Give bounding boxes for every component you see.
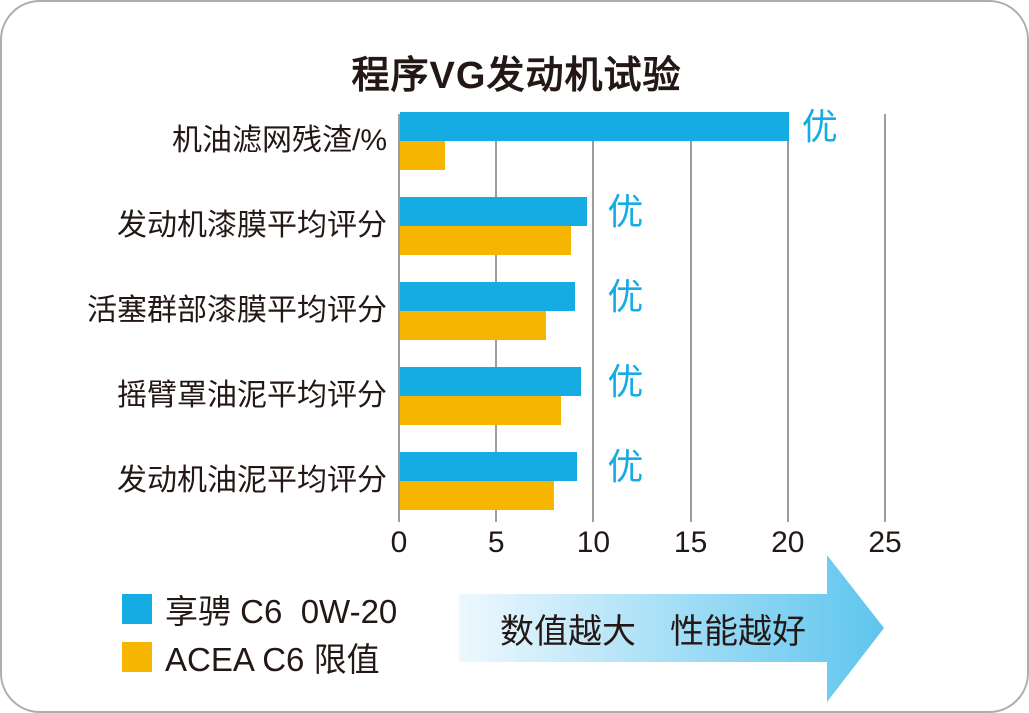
bar-acea-c6-limit bbox=[400, 311, 546, 340]
bar-xiangcheng-c6 bbox=[400, 452, 577, 481]
excellent-label: 优 bbox=[607, 360, 644, 402]
x-axis-tick-label: 20 bbox=[771, 526, 805, 559]
category-label: 机油滤网残渣/% bbox=[171, 124, 387, 157]
gridline-x0 bbox=[398, 114, 400, 522]
excellent-label: 优 bbox=[801, 105, 838, 147]
category-label: 摇臂罩油泥平均评分 bbox=[117, 379, 387, 412]
bar-xiangcheng-c6 bbox=[400, 282, 575, 311]
legend-label: 享骋 C6 0W-20 bbox=[165, 593, 398, 630]
bar-acea-c6-limit bbox=[400, 396, 562, 425]
arrow-shape bbox=[459, 555, 884, 702]
performance-arrow-icon bbox=[459, 555, 884, 702]
bar-xiangcheng-c6 bbox=[400, 367, 581, 396]
legend-item: ACEA C6 限值 bbox=[122, 640, 397, 678]
gridline-x25 bbox=[884, 114, 886, 522]
excellent-label: 优 bbox=[607, 190, 644, 232]
legend-swatch-yellow bbox=[122, 642, 152, 672]
arrow-caption: 数值越大 性能越好 bbox=[500, 612, 806, 651]
bar-xiangcheng-c6 bbox=[400, 112, 789, 141]
bar-acea-c6-limit bbox=[400, 141, 445, 170]
excellent-label: 优 bbox=[607, 275, 644, 317]
gridline-x15 bbox=[689, 114, 692, 522]
legend: 享骋 C6 0W-20 ACEA C6 限值 bbox=[122, 592, 397, 688]
category-label: 活塞群部漆膜平均评分 bbox=[87, 294, 387, 327]
x-axis-tick-label: 5 bbox=[487, 526, 505, 559]
x-axis-tick-label: 25 bbox=[868, 526, 902, 559]
excellent-label: 优 bbox=[607, 445, 644, 487]
legend-label: ACEA C6 限值 bbox=[165, 641, 380, 678]
chart-title: 程序VG发动机试验 bbox=[351, 55, 682, 97]
gridline-x20 bbox=[786, 114, 789, 522]
legend-item: 享骋 C6 0W-20 bbox=[122, 592, 397, 630]
gridline-x10 bbox=[592, 114, 595, 522]
x-axis-tick-label: 15 bbox=[673, 526, 708, 559]
category-label: 发动机油泥平均评分 bbox=[117, 464, 387, 497]
bar-acea-c6-limit bbox=[400, 226, 572, 255]
bar-xiangcheng-c6 bbox=[400, 197, 587, 226]
category-label: 发动机漆膜平均评分 bbox=[117, 209, 387, 242]
x-axis-tick-label: 10 bbox=[576, 526, 611, 559]
bar-acea-c6-limit bbox=[400, 481, 554, 510]
legend-swatch-blue bbox=[122, 594, 152, 624]
x-axis-tick-label: 0 bbox=[390, 526, 408, 559]
